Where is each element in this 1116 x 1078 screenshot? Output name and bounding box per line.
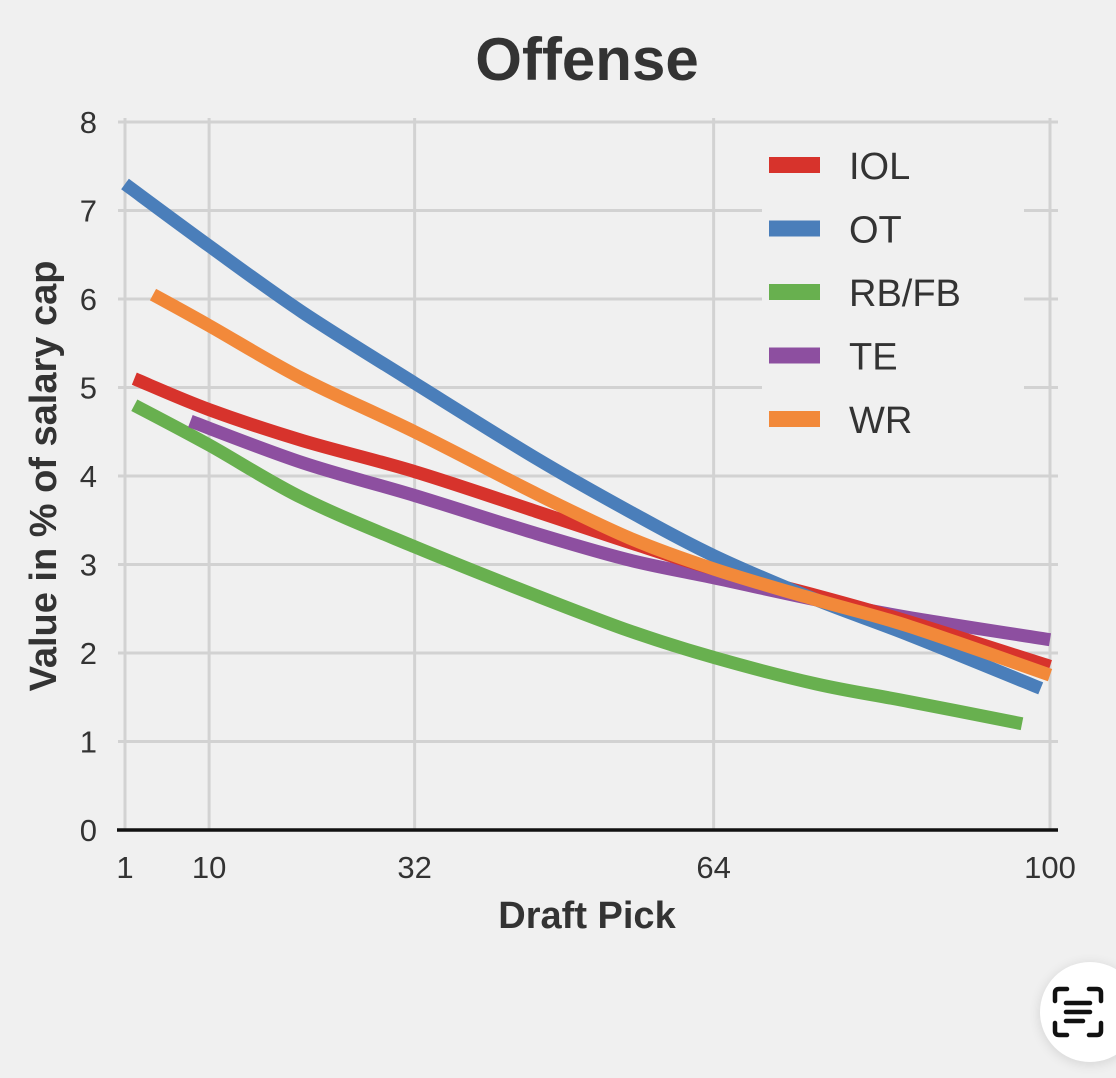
series-line-wr: [149, 288, 1053, 682]
x-axis-label: Draft Pick: [498, 895, 676, 937]
legend-label-iol: IOL: [849, 146, 910, 188]
x-tick-label: 100: [1024, 850, 1076, 885]
legend-swatch-rb-fb: [769, 284, 820, 300]
y-tick-label: 2: [80, 636, 97, 671]
series-line-rb-fb: [131, 399, 1024, 731]
x-tick-label: 64: [696, 850, 730, 885]
legend-label-ot: OT: [849, 210, 902, 252]
y-tick-label: 7: [80, 194, 97, 229]
y-tick-label: 8: [80, 105, 97, 140]
y-tick-label: 4: [80, 459, 97, 494]
x-tick-label: 1: [116, 850, 133, 885]
legend-swatch-wr: [769, 411, 820, 427]
legend-swatch-te: [769, 347, 820, 364]
legend: IOL OT RB/FB TE WR: [762, 140, 1024, 450]
y-tick-label: 0: [80, 813, 97, 848]
x-tick-label: 32: [397, 850, 431, 885]
legend-label-wr: WR: [849, 400, 912, 442]
live-text-button[interactable]: [1040, 962, 1116, 1062]
live-text-icon: [1052, 986, 1104, 1038]
x-tick-label: 10: [192, 850, 226, 885]
y-tick-label: 3: [80, 548, 97, 583]
legend-swatch-ot: [769, 220, 820, 237]
y-axis-label: Value in % of salary cap: [23, 261, 65, 692]
series-layer: [121, 178, 1053, 731]
y-tick-label: 5: [80, 371, 97, 406]
y-tick-label: 1: [80, 725, 97, 760]
chart-title: Offense: [475, 26, 698, 93]
legend-label-rb-fb: RB/FB: [849, 273, 961, 315]
legend-label-te: TE: [849, 337, 898, 379]
y-tick-label: 6: [80, 282, 97, 317]
legend-swatch-iol: [769, 157, 820, 173]
